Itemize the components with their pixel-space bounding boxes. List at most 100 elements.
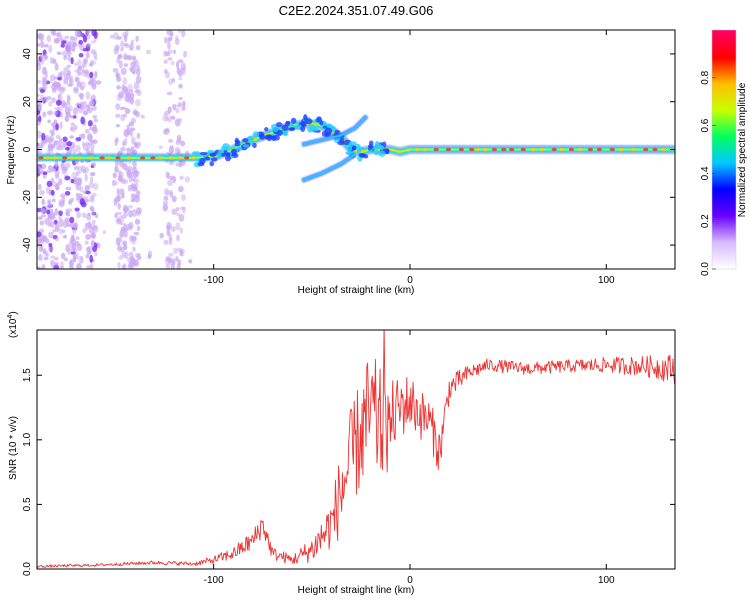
noise-blob (70, 41, 77, 48)
noise-blob (130, 193, 137, 199)
noise-blob (37, 102, 43, 110)
noise-blob (58, 218, 65, 227)
noise-blob (56, 145, 62, 151)
noise-blob (49, 74, 56, 82)
noise-blob (37, 42, 41, 47)
noise-blob (75, 170, 80, 177)
noise-blob (129, 43, 134, 50)
noise-blob (79, 86, 85, 91)
noise-blob (66, 140, 73, 147)
noise-blob (43, 256, 49, 261)
noise-blob (179, 206, 186, 210)
noise-blob (92, 114, 98, 119)
colorbar-step (712, 81, 736, 85)
colorbar-step (712, 255, 736, 258)
noise-blob (61, 166, 67, 175)
noise-blob (127, 205, 134, 209)
noise-blob (123, 207, 130, 212)
ridge-speckle (307, 126, 313, 133)
noise-blob (64, 257, 68, 262)
colorbar-step (712, 103, 736, 107)
noise-blob (126, 169, 131, 176)
colorbar-step (712, 197, 736, 200)
noise-blob (172, 49, 177, 55)
noise-blob (69, 76, 73, 85)
noise-blob (50, 180, 57, 188)
ridge-speckle (290, 117, 297, 124)
noise-blob (130, 265, 134, 269)
noise-blob (37, 79, 42, 85)
colorbar-step (712, 251, 736, 254)
colorbar-step (712, 257, 736, 260)
noise-blob (116, 73, 120, 80)
ridge-peak (168, 156, 174, 160)
noise-blob (69, 265, 74, 269)
spectrogram-y-tick-label: 0 (22, 146, 33, 152)
noise-blob (135, 35, 139, 42)
noise-blob (123, 223, 127, 232)
colorbar-step (712, 143, 736, 147)
noise-blob (120, 178, 126, 184)
ridge-peak (177, 156, 183, 160)
noise-blob (73, 165, 80, 171)
noise-blob (49, 259, 55, 266)
noise-blob (41, 132, 46, 141)
colorbar-step (712, 30, 736, 33)
noise-blob (136, 225, 141, 231)
colorbar-step (712, 115, 736, 119)
noise-blob (178, 213, 185, 222)
noise-blob (169, 145, 175, 154)
ridge-speckle (264, 127, 269, 132)
colorbar-step (712, 219, 736, 222)
noise-blob (167, 57, 173, 61)
snr-scale-base: (x104) (7, 311, 19, 338)
noise-blob (70, 240, 75, 245)
ridge-speckle (234, 139, 241, 144)
colorbar-step (712, 75, 736, 79)
colorbar-step (712, 247, 736, 250)
noise-blob (93, 31, 98, 39)
colorbar-step (712, 165, 736, 169)
noise-blob (67, 48, 72, 55)
colorbar-step (712, 65, 736, 69)
colorbar-step (712, 93, 736, 97)
ridge-peak (643, 147, 649, 152)
noise-blob (79, 93, 84, 100)
colorbar-step (712, 229, 736, 232)
colorbar-step (712, 133, 736, 137)
colorbar-step (712, 129, 736, 133)
colorbar-step (712, 191, 736, 194)
noise-blob (37, 130, 42, 139)
noise-blob (46, 180, 53, 187)
noise-blob (171, 195, 177, 203)
ridge-peak (539, 147, 545, 152)
noise-blob (116, 85, 121, 90)
noise-blob (54, 106, 60, 111)
noise-blob (134, 218, 141, 225)
ridge-peak (558, 147, 565, 152)
noise-blob (52, 212, 56, 220)
noise-blob (40, 57, 45, 65)
ridge-speckle (252, 142, 257, 149)
noise-blob (102, 230, 106, 234)
ridge-peak (501, 147, 507, 152)
noise-blob (54, 224, 60, 233)
noise-blob (74, 30, 81, 38)
noise-blob (169, 175, 174, 181)
colorbar-step (712, 33, 736, 37)
colorbar-step (712, 187, 736, 190)
noise-blob (59, 86, 65, 95)
colorbar-step (712, 179, 736, 182)
noise-blob (90, 162, 96, 166)
colorbar-step (712, 221, 736, 224)
noise-blob (60, 145, 66, 150)
noise-blob (172, 103, 177, 112)
ridge-peak (469, 147, 475, 152)
colorbar-step (712, 203, 736, 206)
noise-blob (91, 219, 96, 225)
noise-blob (66, 64, 72, 68)
noise-blob (117, 53, 123, 59)
noise-blob (87, 120, 93, 127)
colorbar-gradient (712, 30, 736, 270)
colorbar-step (712, 69, 736, 73)
